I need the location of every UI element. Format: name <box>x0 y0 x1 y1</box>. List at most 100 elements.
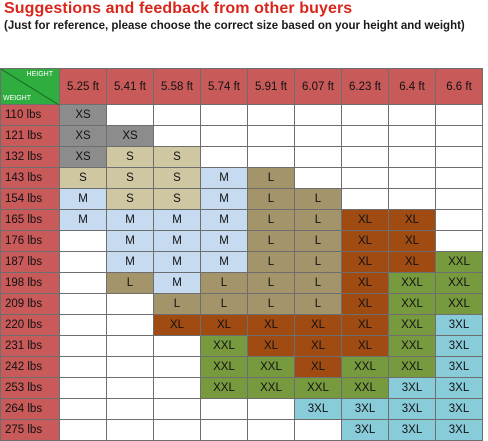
size-cell <box>153 335 201 357</box>
size-cell <box>435 125 483 147</box>
size-cell <box>388 125 436 147</box>
corner-weight-label: WEIGHT <box>3 95 31 102</box>
page-title: Suggestions and feedback from other buye… <box>4 0 353 17</box>
size-cell: 3XL <box>388 377 436 399</box>
size-cell: M <box>200 167 248 189</box>
size-cell: XL <box>247 314 295 336</box>
weight-label-cell: 231 lbs <box>0 335 60 357</box>
size-cell: L <box>294 230 342 252</box>
size-cell: 3XL <box>388 419 436 441</box>
size-cell <box>200 146 248 168</box>
size-cell <box>341 188 389 210</box>
size-cell <box>435 104 483 126</box>
size-cell: XXL <box>388 314 436 336</box>
weight-label-cell: 275 lbs <box>0 419 60 441</box>
size-cell: L <box>247 230 295 252</box>
size-cell <box>153 125 201 147</box>
size-cell <box>153 419 201 441</box>
weight-label-cell: 242 lbs <box>0 356 60 378</box>
size-cell: XL <box>388 251 436 273</box>
size-cell: L <box>200 293 248 315</box>
size-cell <box>294 104 342 126</box>
size-cell: XS <box>59 125 107 147</box>
size-cell: XL <box>294 356 342 378</box>
size-cell <box>106 419 154 441</box>
size-cell: XL <box>341 230 389 252</box>
size-cell <box>106 293 154 315</box>
size-cell: 3XL <box>435 356 483 378</box>
table-row: 187 lbs M M M L L XL XL XXL <box>0 251 483 273</box>
size-cell: S <box>106 188 154 210</box>
height-header-cell: 5.74 ft <box>200 68 248 105</box>
size-cell: XXL <box>200 335 248 357</box>
size-cell: XL <box>294 314 342 336</box>
table-row: 165 lbs M M M M L L XL XL <box>0 209 483 231</box>
size-cell: XXL <box>435 251 483 273</box>
size-cell <box>59 314 107 336</box>
size-cell: XS <box>59 104 107 126</box>
size-cell: XXL <box>388 272 436 294</box>
size-cell <box>435 146 483 168</box>
height-header-cell: 6.07 ft <box>294 68 342 105</box>
size-cell: M <box>153 272 201 294</box>
size-cell: L <box>247 251 295 273</box>
size-cell <box>388 167 436 189</box>
size-cell: XL <box>388 230 436 252</box>
weight-label-cell: 121 lbs <box>0 125 60 147</box>
size-cell <box>294 146 342 168</box>
size-cell <box>106 314 154 336</box>
size-cell: L <box>247 293 295 315</box>
table-row: 121 lbs XS XS <box>0 125 483 147</box>
size-cell: 3XL <box>388 398 436 420</box>
size-cell: XXL <box>388 335 436 357</box>
size-cell: L <box>200 272 248 294</box>
size-cell <box>59 377 107 399</box>
size-cell: XXL <box>200 377 248 399</box>
size-cell <box>106 335 154 357</box>
size-cell <box>388 104 436 126</box>
size-cell: XXL <box>247 377 295 399</box>
size-cell: XL <box>388 209 436 231</box>
height-header-cell: 5.58 ft <box>153 68 201 105</box>
size-cell: M <box>106 209 154 231</box>
size-cell <box>435 230 483 252</box>
size-cell: M <box>153 230 201 252</box>
size-cell <box>106 356 154 378</box>
size-cell: XL <box>341 251 389 273</box>
size-cell <box>59 293 107 315</box>
size-cell: M <box>200 251 248 273</box>
size-cell <box>294 125 342 147</box>
size-cell: L <box>294 209 342 231</box>
weight-label-cell: 110 lbs <box>0 104 60 126</box>
table-row: 209 lbs L L L L XL XXL XXL <box>0 293 483 315</box>
diagonal-divider <box>1 69 59 105</box>
size-cell: M <box>200 188 248 210</box>
size-cell: S <box>153 188 201 210</box>
weight-label-cell: 198 lbs <box>0 272 60 294</box>
size-cell: S <box>106 146 154 168</box>
weight-label-cell: 154 lbs <box>0 188 60 210</box>
size-cell: L <box>294 272 342 294</box>
table-row: 198 lbs L M L L L XL XXL XXL <box>0 272 483 294</box>
size-chart-body: 110 lbs XS 121 lbs XS XS 132 lbs XS S S 143 lbs S S… <box>0 104 483 441</box>
size-cell: XL <box>341 293 389 315</box>
size-cell <box>435 209 483 231</box>
table-row: 275 lbs 3XL 3XL 3XL <box>0 419 483 441</box>
weight-label-cell: 209 lbs <box>0 293 60 315</box>
size-cell: XXL <box>247 356 295 378</box>
table-row: 176 lbs M M M L L XL XL <box>0 230 483 252</box>
size-cell: 3XL <box>341 398 389 420</box>
size-cell: M <box>59 188 107 210</box>
table-row: 220 lbs XL XL XL XL XL XXL 3XL <box>0 314 483 336</box>
size-cell <box>435 188 483 210</box>
corner-height-label: HEIGHT <box>26 71 53 78</box>
size-cell: XL <box>153 314 201 336</box>
size-cell: L <box>294 188 342 210</box>
size-cell: M <box>106 230 154 252</box>
size-cell <box>200 125 248 147</box>
size-cell: XXL <box>341 356 389 378</box>
size-cell: XXL <box>200 356 248 378</box>
table-row: 242 lbs XXL XXL XL XXL XXL 3XL <box>0 356 483 378</box>
weight-label-cell: 220 lbs <box>0 314 60 336</box>
height-header-cell: 5.41 ft <box>106 68 154 105</box>
